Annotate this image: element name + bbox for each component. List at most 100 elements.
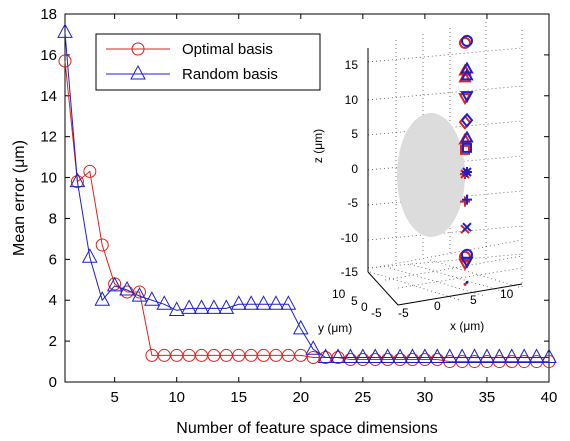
point-0-31 <box>430 353 444 367</box>
inset-marker-11 <box>458 256 474 271</box>
point-0-1 <box>58 54 72 68</box>
inset-marker-blue-5 <box>460 130 474 143</box>
y-tick-labels: 0 2 4 6 8 10 12 14 16 18 <box>40 6 57 391</box>
x-tick-label-35: 35 <box>479 389 496 406</box>
legend-marker-random <box>130 64 146 80</box>
inset-grid-line-6 <box>367 47 523 63</box>
x-tick-label-10: 10 <box>168 389 185 406</box>
series-line-1 <box>64 32 549 358</box>
inset-marker-blue-3 <box>460 91 474 104</box>
inset-grid-line-19 <box>397 267 523 289</box>
inset-z-tick-0: 0 <box>351 162 358 176</box>
point-1-30 <box>417 348 433 363</box>
y-tick-label-6: 6 <box>49 251 57 268</box>
inset-grid-line-10 <box>367 190 523 206</box>
inset-z-label: z (μm) <box>311 129 325 163</box>
point-1-38 <box>516 348 533 363</box>
inset-grid-line-16 <box>429 259 523 289</box>
legend-label-random: Random basis <box>182 66 278 83</box>
inset-grid-line-9 <box>367 155 523 171</box>
point-1-25 <box>355 348 371 363</box>
inset-x-axis <box>397 283 523 306</box>
point-1-40 <box>541 348 557 363</box>
legend: Optimal basis Random basis <box>95 33 321 91</box>
inset-marker-blue-11 <box>460 256 474 269</box>
point-1-14 <box>218 299 235 314</box>
inset-y-tick-neg5: -5 <box>371 306 382 320</box>
point-1-22 <box>317 348 334 363</box>
legend-box <box>95 33 321 91</box>
y-tick-label-16: 16 <box>40 47 57 64</box>
y-tick-label-14: 14 <box>40 88 57 105</box>
inset-z-tick-neg15: -15 <box>341 265 359 279</box>
point-1-8 <box>144 291 160 306</box>
x-tick-label-15: 15 <box>230 389 247 406</box>
inset-marker-blue-0 <box>461 34 473 47</box>
inset-grid-line-8 <box>367 120 523 136</box>
point-1-16 <box>243 295 259 310</box>
inset-grid-line-7 <box>367 85 523 101</box>
point-1-28 <box>392 348 408 363</box>
y-tick-label-12: 12 <box>40 129 57 146</box>
point-1-23 <box>330 348 346 363</box>
point-1-29 <box>404 348 421 363</box>
legend-marker-optimal <box>131 42 145 56</box>
inset-marker-blue-1 <box>460 61 474 74</box>
inset-axes <box>367 48 523 306</box>
inset-y-tick-5: 5 <box>351 294 358 308</box>
inset-marker-9 <box>460 222 472 234</box>
inset-marker-8 <box>460 194 472 207</box>
y-tick-label-8: 8 <box>49 210 57 227</box>
inset-z-tick-neg5: -5 <box>347 196 358 210</box>
inset-z-tick-10: 10 <box>345 93 359 107</box>
inset-marker-3 <box>458 91 474 106</box>
point-1-18 <box>268 295 284 310</box>
inset-y-label: y (μm) <box>318 321 352 335</box>
x-tick-label-5: 5 <box>110 389 118 406</box>
x-tick-label-30: 30 <box>417 389 434 406</box>
inset-grid-line-15 <box>409 263 506 293</box>
inset-x-label: x (μm) <box>450 319 484 333</box>
inset-marker-7 <box>460 167 472 179</box>
point-0-2 <box>70 175 84 189</box>
point-1-7 <box>131 287 148 302</box>
inset-grid-line-17 <box>371 239 523 269</box>
point-1-10 <box>168 301 185 316</box>
y-tick-label-10: 10 <box>40 170 57 187</box>
inset-grid-line-11 <box>367 225 523 241</box>
point-1-6 <box>119 280 135 296</box>
point-0-7 <box>132 285 146 299</box>
series-1 <box>57 23 557 363</box>
inset-grid-line-14 <box>389 267 486 297</box>
point-1-36 <box>491 348 508 363</box>
point-1-32 <box>441 348 458 363</box>
inset-marker-red-8 <box>460 196 470 207</box>
axis-ticks <box>65 13 550 383</box>
inset-grid-line-12 <box>367 253 523 269</box>
inset-marker-6 <box>460 142 472 155</box>
point-1-19 <box>280 295 297 310</box>
point-1-37 <box>503 348 520 363</box>
inset-marker-red-6 <box>460 144 470 155</box>
inset-markers <box>458 34 474 286</box>
point-1-26 <box>367 348 384 363</box>
point-1-31 <box>429 348 446 363</box>
point-1-24 <box>342 348 359 363</box>
point-0-4 <box>95 238 109 252</box>
point-1-39 <box>528 348 545 363</box>
x-tick-label-40: 40 <box>541 389 558 406</box>
inset-z-tick-5: 5 <box>351 127 358 141</box>
point-1-9 <box>156 295 173 310</box>
y-axis-label: Mean error (μm) <box>11 140 28 256</box>
inset-marker-blue-4 <box>460 112 474 128</box>
inset-x-tick-0: 0 <box>434 299 441 313</box>
inset-marker-blue-8 <box>462 194 472 205</box>
point-1-27 <box>379 348 396 363</box>
point-1-12 <box>193 299 210 314</box>
inset-y-axis <box>367 271 399 306</box>
inset-marker-blue-6 <box>462 142 472 153</box>
x-tick-label-25: 25 <box>355 389 372 406</box>
point-1-5 <box>106 276 123 292</box>
inset-marker-blue-2 <box>460 68 474 81</box>
